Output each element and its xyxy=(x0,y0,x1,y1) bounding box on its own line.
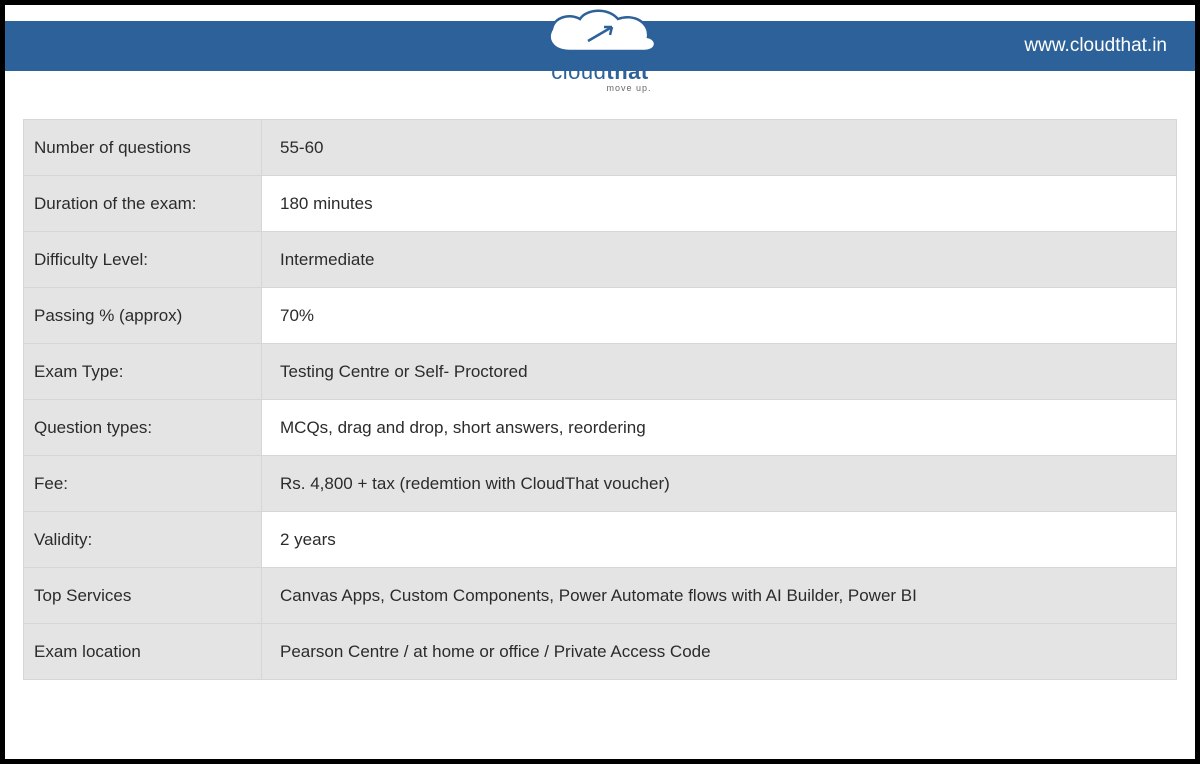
row-value: Rs. 4,800 + tax (redemtion with CloudTha… xyxy=(262,456,1177,512)
header-url: www.cloudthat.in xyxy=(1024,35,1167,57)
row-label: Exam Type: xyxy=(24,344,262,400)
row-label: Question types: xyxy=(24,400,262,456)
table-row: Question types:MCQs, drag and drop, shor… xyxy=(24,400,1177,456)
row-value: Intermediate xyxy=(262,232,1177,288)
exam-info-tbody: Number of questions55-60Duration of the … xyxy=(24,120,1177,680)
table-row: Validity:2 years xyxy=(24,512,1177,568)
table-row: Top ServicesCanvas Apps, Custom Componen… xyxy=(24,568,1177,624)
row-label: Passing % (approx) xyxy=(24,288,262,344)
brand-logo: cloudthat move up. xyxy=(520,7,680,93)
brand-name: cloudthat xyxy=(520,59,680,85)
content-area: Number of questions55-60Duration of the … xyxy=(5,71,1195,759)
row-value: Pearson Centre / at home or office / Pri… xyxy=(262,624,1177,680)
row-label: Difficulty Level: xyxy=(24,232,262,288)
brand-part-2: that xyxy=(606,59,648,84)
table-row: Exam Type:Testing Centre or Self- Procto… xyxy=(24,344,1177,400)
exam-info-table: Number of questions55-60Duration of the … xyxy=(23,119,1177,680)
row-value: 55-60 xyxy=(262,120,1177,176)
row-value: 180 minutes xyxy=(262,176,1177,232)
table-row: Passing % (approx)70% xyxy=(24,288,1177,344)
brand-part-1: cloud xyxy=(551,59,606,84)
row-value: 70% xyxy=(262,288,1177,344)
row-value: Testing Centre or Self- Proctored xyxy=(262,344,1177,400)
table-row: Number of questions55-60 xyxy=(24,120,1177,176)
table-row: Difficulty Level:Intermediate xyxy=(24,232,1177,288)
page-frame: cloudthat move up. www.cloudthat.in Numb… xyxy=(0,0,1200,764)
header-bar: cloudthat move up. www.cloudthat.in xyxy=(5,21,1195,71)
table-row: Fee:Rs. 4,800 + tax (redemtion with Clou… xyxy=(24,456,1177,512)
row-label: Fee: xyxy=(24,456,262,512)
row-label: Validity: xyxy=(24,512,262,568)
table-row: Exam locationPearson Centre / at home or… xyxy=(24,624,1177,680)
row-label: Top Services xyxy=(24,568,262,624)
row-label: Exam location xyxy=(24,624,262,680)
row-value: 2 years xyxy=(262,512,1177,568)
table-row: Duration of the exam:180 minutes xyxy=(24,176,1177,232)
cloud-icon xyxy=(540,7,660,61)
row-value: MCQs, drag and drop, short answers, reor… xyxy=(262,400,1177,456)
row-value: Canvas Apps, Custom Components, Power Au… xyxy=(262,568,1177,624)
row-label: Number of questions xyxy=(24,120,262,176)
row-label: Duration of the exam: xyxy=(24,176,262,232)
